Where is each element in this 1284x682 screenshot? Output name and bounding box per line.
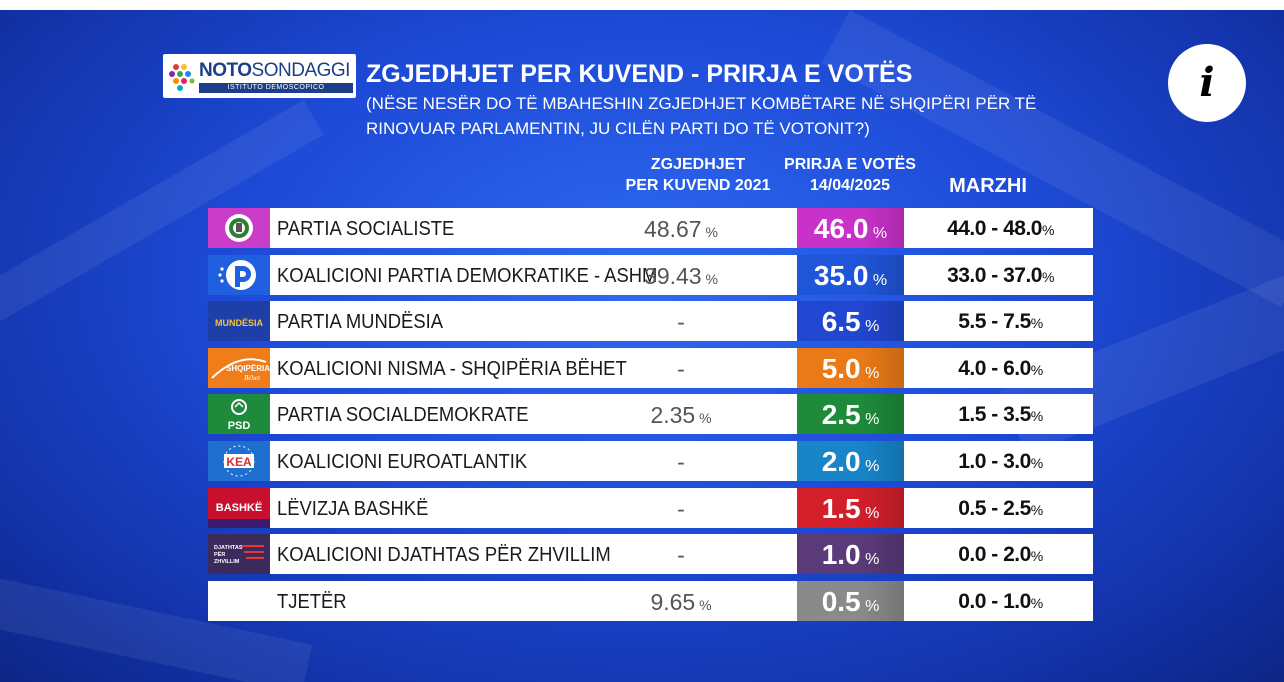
poll-value-box: 2.0 % xyxy=(797,441,904,481)
empty-logo-cell xyxy=(208,581,270,621)
party-name: PARTIA MUNDËSIA xyxy=(277,311,443,334)
table-row: SHQIPËRIA Bëhet KOALICIONI NISMA - SHQIPËR… xyxy=(208,347,1093,388)
result-2021: 39.43 % xyxy=(644,262,718,289)
ps-rose-logo-icon xyxy=(208,208,270,248)
party-name: KOALICIONI DJATHTAS PËR ZHVILLIM xyxy=(277,544,611,567)
noto-sondaggi-logo: NOTOSONDAGGI ISTITUTO DEMOSCOPICO xyxy=(163,54,356,98)
party-name: KOALICIONI EUROATLANTIK xyxy=(277,451,528,473)
poll-value-box: 46.0 % xyxy=(797,208,904,248)
svg-text:PSD: PSD xyxy=(228,420,251,432)
svg-text:KEA: KEA xyxy=(226,455,252,469)
margin-range: 1.0 - 3.0% xyxy=(958,450,1043,473)
result-2021: - xyxy=(677,355,685,382)
djathtas-logo-icon: DJATHTAS PËR ZHVILLIM xyxy=(208,534,270,575)
svg-text:SHQIPËRIA: SHQIPËRIA xyxy=(226,364,270,373)
table-row: BASHKË LËVIZJA BASHKË - 1.5 % 0.5 - 2.5% xyxy=(208,487,1093,528)
margin-range: 0.0 - 2.0% xyxy=(958,543,1043,567)
result-2021: - xyxy=(677,309,685,336)
party-name: KOALICIONI PARTIA DEMOKRATIKE - ASHM xyxy=(277,264,658,287)
bashke-logo-icon: BASHKË xyxy=(208,487,270,528)
chart-title: ZGJEDHJET PER KUVEND - PRIRJA E VOTËS xyxy=(366,60,913,88)
margin-range: 1.5 - 3.5% xyxy=(958,403,1043,427)
svg-text:Bëhet: Bëhet xyxy=(244,374,261,382)
mundesia-logo-icon: MUNDËSIA xyxy=(208,301,270,342)
margin-range: 4.0 - 6.0% xyxy=(958,356,1043,380)
poll-value: 1.0 % xyxy=(821,539,880,571)
poll-value: 2.0 % xyxy=(821,446,880,477)
poll-value: 46.0 % xyxy=(813,213,888,244)
svg-text:DJATHTAS: DJATHTAS xyxy=(214,545,243,551)
poll-value-box: 2.5 % xyxy=(797,394,904,435)
margin-range: 5.5 - 7.5% xyxy=(958,310,1043,334)
column-header-margin: MARZHI xyxy=(949,175,1027,197)
svg-text:BASHKË: BASHKË xyxy=(216,501,262,514)
info-icon: i xyxy=(1199,59,1215,106)
poll-value: 35.0 % xyxy=(813,259,888,291)
table-row: KOALICIONI PARTIA DEMOKRATIKE - ASHM 39.4… xyxy=(208,254,1093,295)
margin-range: 0.5 - 2.5% xyxy=(958,496,1043,520)
table-row: TJETËR 9.65 % 0.5 % 0.0 - 1.0% xyxy=(208,580,1093,621)
result-2021: - xyxy=(677,495,685,522)
poll-value: 6.5 % xyxy=(821,306,880,338)
party-name: LËVIZJA BASHKË xyxy=(277,497,429,520)
table-row: MUNDËSIA PARTIA MUNDËSIA - 6.5 % 5.5 - 7.5% xyxy=(208,301,1093,342)
party-name: TJETËR xyxy=(277,590,347,613)
logo-tagline: ISTITUTO DEMOSCOPICO xyxy=(199,83,353,93)
table-row: DJATHTAS PËR ZHVILLIM KOALICIONI DJATHTAS P… xyxy=(208,534,1093,575)
result-2021: - xyxy=(677,449,685,475)
result-2021: - xyxy=(677,542,685,569)
psd-logo-icon: PSD xyxy=(208,394,270,435)
table-row: PARTIA SOCIALISTE 48.67 % 46.0 % 44.0 - 48.… xyxy=(208,208,1093,248)
poll-value-box: 5.0 % xyxy=(797,347,904,388)
poll-value-box: 1.5 % xyxy=(797,487,904,528)
info-button[interactable]: i xyxy=(1168,44,1246,122)
logo-wordmark: NOTOSONDAGGI xyxy=(199,60,350,81)
table-row: PSD PARTIA SOCIALDEMOKRATE 2.35 % 2.5 % 1.5 … xyxy=(208,394,1093,435)
column-header-2021: ZGJEDHJET PER KUVEND 2021 xyxy=(625,156,771,194)
poll-value-box: 0.5 % xyxy=(797,580,904,621)
result-2021: 48.67 % xyxy=(644,216,718,242)
poll-value: 1.5 % xyxy=(821,492,880,524)
column-header-poll: PRIRJA E VOTËS 14/04/2025 xyxy=(784,156,916,194)
svg-text:ZHVILLIM: ZHVILLIM xyxy=(214,559,240,565)
logo-mark-icon xyxy=(169,64,195,91)
result-2021: 9.65 % xyxy=(650,588,712,615)
table-row: KEA KOALICIONI EUROATLANTIK - 2.0 % 1.0 - 3.… xyxy=(208,441,1093,481)
margin-range: 44.0 - 48.0% xyxy=(947,217,1054,240)
poll-value: 2.5 % xyxy=(821,399,880,431)
shqiperia-behet-logo-icon: SHQIPËRIA Bëhet xyxy=(208,347,270,388)
pd-letter-logo-icon xyxy=(208,254,270,295)
margin-range: 33.0 - 37.0% xyxy=(947,263,1054,287)
poll-value-box: 35.0 % xyxy=(797,254,904,295)
chart-subtitle: (NËSE NESËR DO TË MBAHESHIN ZGJEDHJET KO… xyxy=(366,94,1037,138)
kea-logo-icon: KEA xyxy=(208,441,270,481)
result-2021: 2.35 % xyxy=(650,402,712,429)
poll-value-box: 6.5 % xyxy=(797,301,904,342)
party-name: PARTIA SOCIALDEMOKRATE xyxy=(277,404,529,427)
poll-value: 0.5 % xyxy=(821,585,880,617)
party-name: KOALICIONI NISMA - SHQIPËRIA BËHET xyxy=(277,357,627,380)
svg-text:PËR: PËR xyxy=(214,551,225,558)
broadcast-background: NOTOSONDAGGI ISTITUTO DEMOSCOPICO ZGJEDH… xyxy=(0,10,1284,682)
svg-text:MUNDËSIA: MUNDËSIA xyxy=(215,318,264,328)
poll-value-box: 1.0 % xyxy=(797,534,904,575)
party-name: PARTIA SOCIALISTE xyxy=(277,218,455,240)
margin-range: 0.0 - 1.0% xyxy=(958,589,1043,613)
poll-value: 5.0 % xyxy=(821,352,880,384)
